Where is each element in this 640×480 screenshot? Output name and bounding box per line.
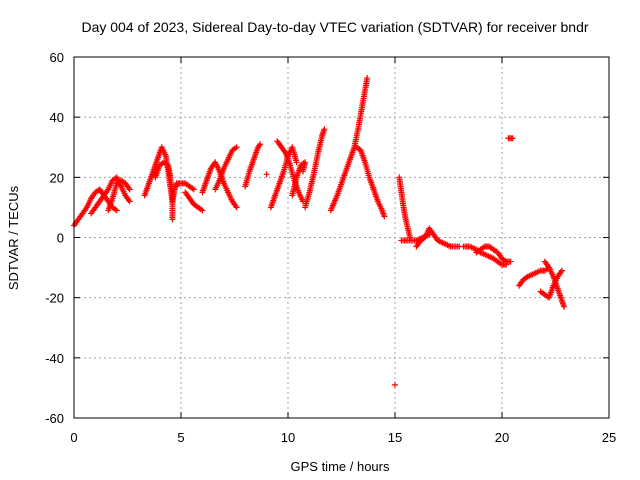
data-point-arc22 [507, 258, 514, 265]
grid-lines [74, 57, 609, 418]
x-tick-label: 0 [70, 430, 77, 445]
x-tick-label: 5 [177, 430, 184, 445]
x-axis-label: GPS time / hours [291, 459, 390, 474]
data-point-arc14 [299, 168, 306, 175]
data-point-arc7 [199, 207, 206, 214]
x-tick-label: 15 [388, 430, 402, 445]
data-point-arc12 [293, 159, 300, 166]
data-point-arc1 [113, 207, 120, 214]
data-point-arc23 [509, 135, 516, 142]
y-tick-labels: -60 -40 -20 0 20 40 60 [45, 50, 64, 426]
x-tick-label: 25 [602, 430, 616, 445]
x-tick-label: 10 [281, 430, 295, 445]
y-tick-label: -20 [45, 291, 64, 306]
data-point-arc2 [126, 198, 133, 205]
data-point-arc16 [364, 75, 371, 82]
data-point-arc9 [233, 144, 240, 151]
y-tick-label: -60 [45, 411, 64, 426]
chart-title: Day 004 of 2023, Sidereal Day-to-day VTE… [81, 19, 588, 35]
x-tick-labels: 0 5 10 15 20 25 [70, 430, 616, 445]
data-point-arc11 [263, 171, 270, 178]
y-tick-label: 40 [50, 110, 64, 125]
data-point-arc8 [233, 204, 240, 211]
data-point-arc25 [558, 267, 565, 274]
plot-frame [73, 56, 610, 419]
data-point-outlier [392, 381, 398, 388]
data-point-arc6 [190, 186, 197, 193]
y-axis-label: SDTVAR / TECUs [6, 185, 21, 290]
y-tick-label: 0 [57, 231, 64, 246]
x-tick-label: 20 [495, 430, 509, 445]
data-point-arc10 [257, 141, 264, 148]
y-tick-label: 60 [50, 50, 64, 65]
y-tick-label: 20 [50, 170, 64, 185]
data-point-arc15 [321, 126, 328, 133]
data-point-arc3 [126, 186, 133, 193]
data-point-arc17 [381, 213, 388, 220]
data-point-arc26 [561, 303, 568, 310]
y-tick-label: -40 [45, 351, 64, 366]
data-points [71, 75, 568, 388]
data-point-arc5 [169, 216, 176, 223]
